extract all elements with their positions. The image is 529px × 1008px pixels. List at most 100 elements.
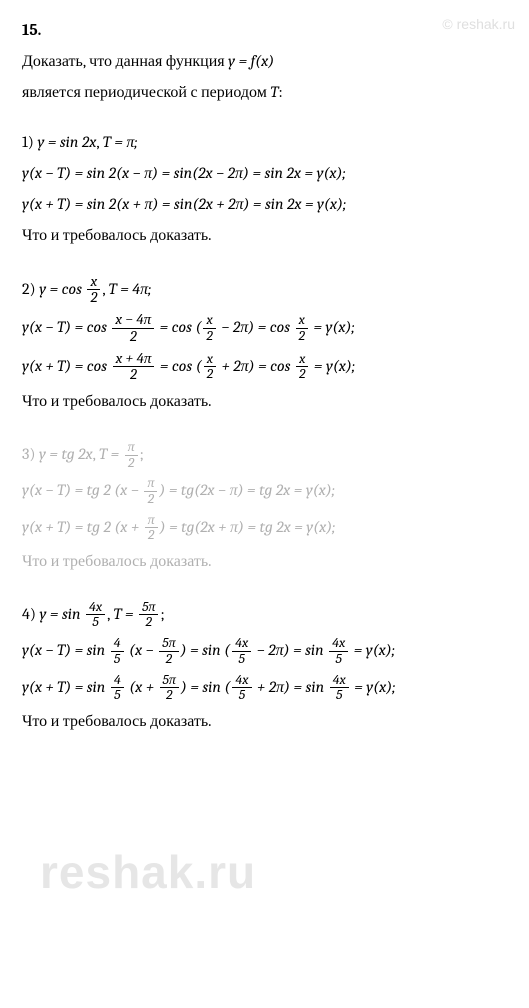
frac-num: 4x xyxy=(232,636,251,651)
watermark-bottom: reshak.ru xyxy=(40,837,256,908)
frac-den: 2 xyxy=(296,366,308,382)
frac: 4x5 xyxy=(232,673,251,703)
frac-num: x − 4π xyxy=(112,312,154,328)
frac-den: 2 xyxy=(112,328,154,345)
p4-period-c: ; xyxy=(160,605,164,623)
frac: 5π2 xyxy=(159,636,178,666)
text: y(x − T) = cos xyxy=(22,318,110,336)
frac: x2 xyxy=(296,313,308,343)
text: − 2π) = cos xyxy=(218,318,294,336)
frac-den: 2 xyxy=(113,366,155,383)
p1-line-a: y(x − T) = sin 2(x − π) = sin(2x − 2π) =… xyxy=(22,161,507,186)
frac-den: 5 xyxy=(86,614,105,630)
frac-num: 5π xyxy=(159,636,178,651)
text: ) = tg(2x + π) = tg 2x = y(x); xyxy=(160,518,336,536)
p2-line-2: y(x + T) = cos x + 4π2 = cos (x2 + 2π) =… xyxy=(22,351,507,384)
frac-num: x + 4π xyxy=(113,351,155,367)
text: = cos ( xyxy=(156,357,201,375)
p3-period-a: T = xyxy=(99,445,123,463)
p2-period: T = 4π; xyxy=(109,280,152,298)
frac-den: 5 xyxy=(111,687,124,703)
frac: 4x5 xyxy=(329,636,348,666)
text: ) = tg(2x − π) = tg 2x = y(x); xyxy=(159,481,335,499)
p2-fn-frac: x2 xyxy=(87,274,100,307)
frac-num: π xyxy=(125,440,138,455)
p3-qed: Что и требовалось доказать. xyxy=(22,549,507,574)
frac-den: 5 xyxy=(232,651,251,667)
intro-line-2: является периодической с периодом T: xyxy=(22,80,507,105)
intro-text-2: является периодической с периодом xyxy=(22,83,270,101)
text: = y(x); xyxy=(310,318,355,336)
intro-text-1: Доказать, что данная функция xyxy=(22,52,228,70)
text: = y(x); xyxy=(351,677,396,695)
frac-num: x xyxy=(296,313,308,328)
frac: 5π2 xyxy=(160,673,179,703)
frac-den: 2 xyxy=(125,455,138,471)
p1-fn: y = sin 2x xyxy=(37,133,96,151)
p2-qed: Что и требовалось доказать. xyxy=(22,389,507,414)
frac-den: 2 xyxy=(160,687,179,703)
p4-period-a: T = xyxy=(113,605,137,623)
frac-den: 2 xyxy=(144,491,157,507)
problem-2: 2) y = cos x2, T = 4π; y(x − T) = cos x … xyxy=(22,274,507,414)
text: = y(x); xyxy=(350,641,395,659)
text: ) = sin ( xyxy=(181,677,231,695)
frac: x2 xyxy=(296,352,308,382)
p1-period: T = π; xyxy=(103,133,138,151)
frac-den: 5 xyxy=(330,687,349,703)
frac: 4x5 xyxy=(330,673,349,703)
document-content: 15. Доказать, что данная функция y = f(x… xyxy=(22,18,507,734)
p3-period-c: ; xyxy=(140,445,144,463)
text: + 2π) = cos xyxy=(218,357,294,375)
text: ) = sin ( xyxy=(181,641,231,659)
frac-num: x xyxy=(87,274,100,290)
p3-line-2: y(x + T) = tg 2 (x + π2) = tg(2x + π) = … xyxy=(22,513,507,543)
p3-label: 3) xyxy=(22,445,39,463)
p1-label: 1) xyxy=(22,133,37,151)
frac: 4x5 xyxy=(232,636,251,666)
frac: x2 xyxy=(204,352,216,382)
problem-number: 15. xyxy=(22,18,507,43)
frac-den: 2 xyxy=(203,328,215,344)
text: y(x + T) = cos xyxy=(22,357,111,375)
p4-header: 4) y = sin 4x5, T = 5π2; xyxy=(22,600,507,630)
text: (x − xyxy=(126,641,158,659)
frac: x − 4π2 xyxy=(112,312,154,345)
text: y(x + T) = tg 2 (x + xyxy=(22,518,143,536)
text: − 2π) = sin xyxy=(253,641,327,659)
p3-line-1: y(x − T) = tg 2 (x − π2) = tg(2x − π) = … xyxy=(22,476,507,506)
p3-header: 3) y = tg 2x, T = π2; xyxy=(22,440,507,470)
frac-den: 2 xyxy=(139,614,158,630)
frac-num: 4x xyxy=(232,673,251,688)
p4-period-frac: 5π2 xyxy=(139,600,158,630)
text: y(x + T) = sin xyxy=(22,677,109,695)
frac-den: 2 xyxy=(204,366,216,382)
frac: π2 xyxy=(144,476,157,506)
p4-line-2: y(x + T) = sin 45 (x + 5π2) = sin (4x5 +… xyxy=(22,673,507,703)
p3-fn: y = tg 2x xyxy=(39,445,93,463)
p4-fn-pre: y = sin xyxy=(40,605,84,623)
problem-1: 1) y = sin 2x, T = π; y(x − T) = sin 2(x… xyxy=(22,130,507,247)
text: = cos ( xyxy=(156,318,201,336)
frac-den: 5 xyxy=(329,651,348,667)
text: y(x − T) = tg 2 (x − xyxy=(22,481,142,499)
p2-header: 2) y = cos x2, T = 4π; xyxy=(22,274,507,307)
frac-num: 5π xyxy=(160,673,179,688)
frac-num: x xyxy=(204,352,216,367)
frac-num: 4x xyxy=(330,673,349,688)
frac-num: x xyxy=(296,352,308,367)
frac-den: 2 xyxy=(159,651,178,667)
frac: π2 xyxy=(145,513,158,543)
problem-4: 4) y = sin 4x5, T = 5π2; y(x − T) = sin … xyxy=(22,600,507,734)
p2-fn-pre: y = cos xyxy=(39,280,85,298)
frac: x2 xyxy=(203,313,215,343)
p1-qed: Что и требовалось доказать. xyxy=(22,223,507,248)
frac-num: π xyxy=(144,476,157,491)
frac-num: 4 xyxy=(111,636,124,651)
frac-den: 2 xyxy=(87,289,100,306)
p4-label: 4) xyxy=(22,605,40,623)
p2-line-1: y(x − T) = cos x − 4π2 = cos (x2 − 2π) =… xyxy=(22,312,507,345)
text: y(x − T) = sin xyxy=(22,641,109,659)
p2-label: 2) xyxy=(22,280,39,298)
p3-period-frac: π2 xyxy=(125,440,138,470)
